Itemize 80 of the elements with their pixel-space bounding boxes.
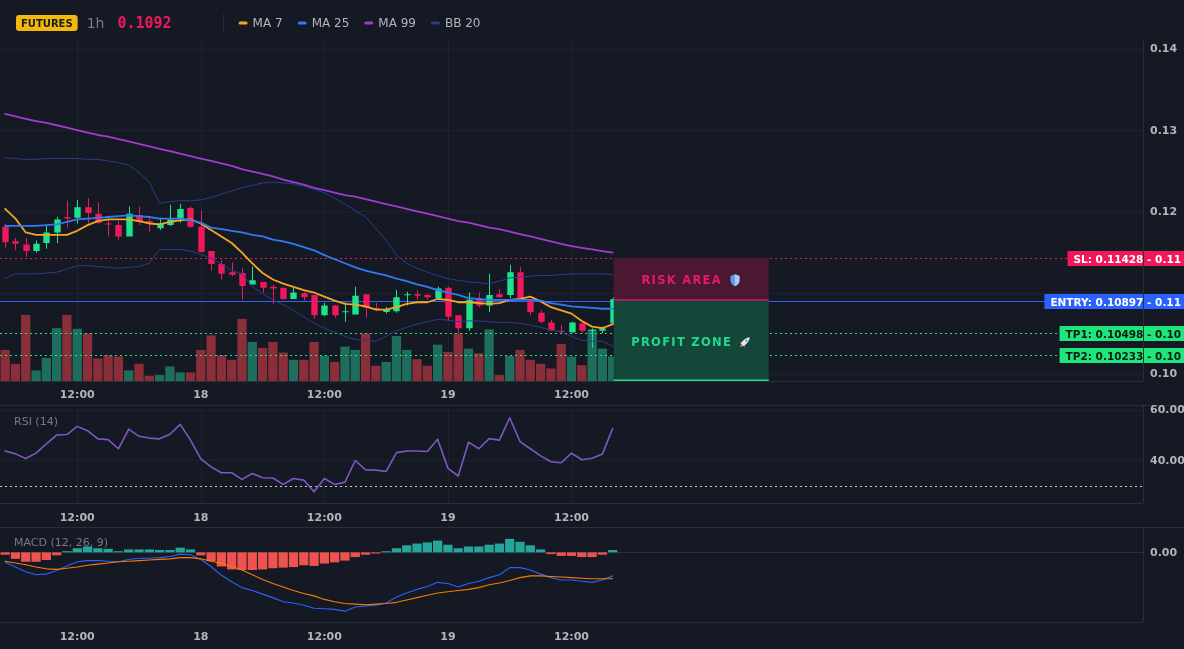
bar [330, 361, 340, 381]
bar [566, 356, 577, 381]
ref-line-label: ENTRY: 0.10897 - 0.11 [1050, 295, 1181, 308]
candlestick [342, 302, 349, 322]
line-series [4, 112, 614, 254]
line-series [4, 207, 614, 330]
line-series [4, 416, 614, 493]
candlestick [332, 304, 339, 318]
y-tick-label: 0.13 [1150, 123, 1178, 137]
y-tick-label: 0.14 [1150, 42, 1178, 56]
text: RSI (14) [14, 414, 58, 428]
x-tick-label: 12:00 [59, 387, 96, 401]
candlestick [507, 264, 514, 299]
candlestick [198, 210, 205, 253]
ref-line-label: TP1: 0.10498 - 0.10 [1065, 327, 1181, 340]
candlestick [85, 198, 92, 224]
bar [62, 314, 72, 381]
bar [319, 355, 329, 381]
candlestick [301, 291, 308, 301]
x-tick-label: 12:00 [553, 629, 590, 643]
ref-line-label: TP2: 0.10233 - 0.10 [1065, 349, 1181, 362]
bar [247, 342, 257, 381]
ref-line-label: SL: 0.11428 - 0.11 [1073, 252, 1181, 265]
annotation: PROFIT ZONE [631, 334, 733, 349]
y-tick-label: 60.00 [1150, 403, 1184, 417]
bar [72, 328, 82, 381]
candlestick [579, 322, 586, 334]
text: FUTURES [21, 17, 73, 29]
x-tick-label: 12:00 [59, 510, 96, 524]
bar [124, 370, 134, 381]
legend-label: BB 20 [444, 16, 481, 30]
line-series [4, 248, 614, 347]
candlestick [321, 303, 328, 317]
candlestick [414, 290, 421, 300]
text: 1h [86, 15, 105, 31]
x-tick-label: 18 [193, 629, 209, 643]
candlestick [64, 200, 71, 228]
legend-label: MA 25 [311, 16, 350, 30]
x-tick-label: 12:00 [306, 510, 343, 524]
x-tick-label: 19 [440, 629, 456, 643]
bar [494, 375, 505, 381]
text: 0.1092 [117, 14, 172, 32]
y-tick-label: 40.00 [1150, 453, 1184, 467]
bar [505, 355, 515, 381]
text: 0.00 [1150, 546, 1178, 559]
bar [463, 348, 474, 381]
x-tick-label: 18 [193, 510, 209, 524]
legend-label: MA 99 [378, 16, 416, 30]
candlestick [105, 219, 112, 237]
y-tick-label: 0.12 [1150, 204, 1178, 218]
line-series [4, 157, 614, 285]
x-tick-label: 19 [440, 387, 456, 401]
annotation: RISK AREA [641, 273, 722, 288]
x-tick-label: 12:00 [59, 629, 96, 643]
bar [484, 329, 494, 381]
legend-label: MA 7 [252, 16, 283, 30]
bar [288, 359, 299, 381]
bar [474, 353, 484, 381]
candlestick [12, 238, 19, 251]
candlestick [280, 287, 287, 300]
candlestick [311, 294, 318, 319]
x-tick-label: 19 [440, 510, 456, 524]
chart-title: MACD (12, 26, 9) [14, 535, 109, 549]
candlestick [260, 281, 267, 293]
candlestick [538, 310, 545, 324]
x-tick-label: 12:00 [306, 387, 343, 401]
bar [433, 344, 443, 381]
x-tick-label: 12:00 [553, 510, 590, 524]
candlestick [33, 240, 40, 253]
bar [577, 365, 587, 381]
x-tick-label: 12:00 [306, 629, 343, 643]
line-series [4, 214, 614, 310]
candlestick [229, 262, 236, 277]
candlestick [115, 221, 122, 240]
candlestick [2, 223, 9, 248]
y-tick-label: 0.10 [1150, 367, 1178, 381]
x-tick-label: 18 [193, 387, 209, 401]
candlestick [496, 289, 503, 299]
x-tick-label: 12:00 [553, 387, 590, 401]
candlestick [74, 199, 81, 224]
